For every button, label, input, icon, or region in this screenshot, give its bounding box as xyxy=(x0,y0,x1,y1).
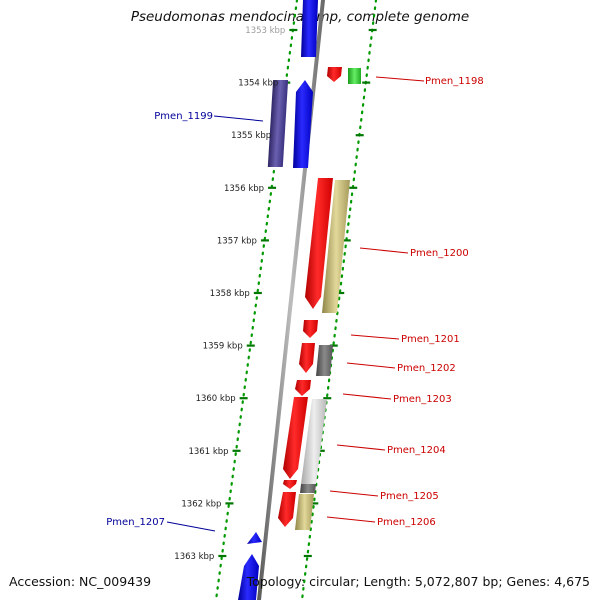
cog-box-pmen-1204 xyxy=(301,399,327,484)
gene-arrow-fwd-top xyxy=(301,0,318,57)
gene-label-pmen-1206[interactable]: Pmen_1206 xyxy=(377,517,436,528)
leader-lines xyxy=(166,76,425,532)
cog-box-pmen-1199 xyxy=(267,80,289,167)
scale-tick-label: 1362 kbp xyxy=(181,499,221,509)
gene-arrow-pmen-1204 xyxy=(283,397,308,479)
gene-label-pmen-1202[interactable]: Pmen_1202 xyxy=(397,363,456,374)
gene-arrow-pmen-1198 xyxy=(327,67,342,82)
gene-arrow-pmen-1202 xyxy=(299,343,315,373)
cog-box-pmen-1202 xyxy=(316,345,333,376)
gene-label-pmen-1199[interactable]: Pmen_1199 xyxy=(154,111,213,122)
cog-box-pmen-1198 xyxy=(348,68,361,84)
cog-box-pmen-1204-tail xyxy=(300,484,316,493)
scale-tick-label: 1356 kbp xyxy=(224,184,264,194)
genome-summary-text: Topology: circular; Length: 5,072,807 bp… xyxy=(246,574,590,589)
inner-right-guide xyxy=(300,0,378,600)
scale-tick-label: 1354 kbp xyxy=(238,79,278,89)
scale-tick-label: 1355 kbp xyxy=(231,131,271,141)
gene-label-pmen-1203[interactable]: Pmen_1203 xyxy=(393,394,452,405)
scale-tick-label: 1359 kbp xyxy=(203,342,243,352)
gene-arrow-pmen-1207 xyxy=(247,532,262,544)
scale-tick-label: 1357 kbp xyxy=(217,236,257,246)
feature-track xyxy=(238,0,361,600)
map-title: Pseudomonas mendocina ymp, complete geno… xyxy=(130,9,470,25)
scale-tick-labels: 1353 kbp 1354 kbp 1355 kbp 1356 kbp 1357 kbp… xyxy=(174,26,285,562)
scale-tick-label: 1353 kbp xyxy=(245,26,285,36)
scale-tick-label: 1363 kbp xyxy=(174,552,214,562)
scale-tick-label: 1361 kbp xyxy=(188,447,228,457)
gene-arrow-pmen-1207b xyxy=(238,554,259,600)
gene-arrow-pmen-1206 xyxy=(278,492,296,527)
outer-left-guide xyxy=(214,0,299,600)
gene-labels: Pmen_1198 Pmen_1199 Pmen_1200 Pmen_1201 … xyxy=(106,76,483,528)
gene-arrow-pmen-1205 xyxy=(283,480,297,489)
gene-label-pmen-1201[interactable]: Pmen_1201 xyxy=(401,334,460,345)
gene-arrow-pmen-1200 xyxy=(305,178,333,309)
cog-box-pmen-1206 xyxy=(295,494,314,530)
scale-tick-label: 1360 kbp xyxy=(196,394,236,404)
gene-arrow-pmen-1199 xyxy=(293,80,313,168)
gene-arrow-pmen-1201 xyxy=(303,320,318,338)
accession-text: Accession: NC_009439 xyxy=(9,574,152,589)
gene-label-pmen-1207[interactable]: Pmen_1207 xyxy=(106,517,165,528)
gene-label-pmen-1205[interactable]: Pmen_1205 xyxy=(380,491,439,502)
cog-box-pmen-1200 xyxy=(322,180,350,313)
gene-arrow-pmen-1203 xyxy=(295,380,311,396)
gene-label-pmen-1200[interactable]: Pmen_1200 xyxy=(410,248,469,259)
gene-label-pmen-1204[interactable]: Pmen_1204 xyxy=(387,445,446,456)
scale-tick-label: 1358 kbp xyxy=(210,289,250,299)
gene-label-pmen-1198[interactable]: Pmen_1198 xyxy=(425,76,484,87)
